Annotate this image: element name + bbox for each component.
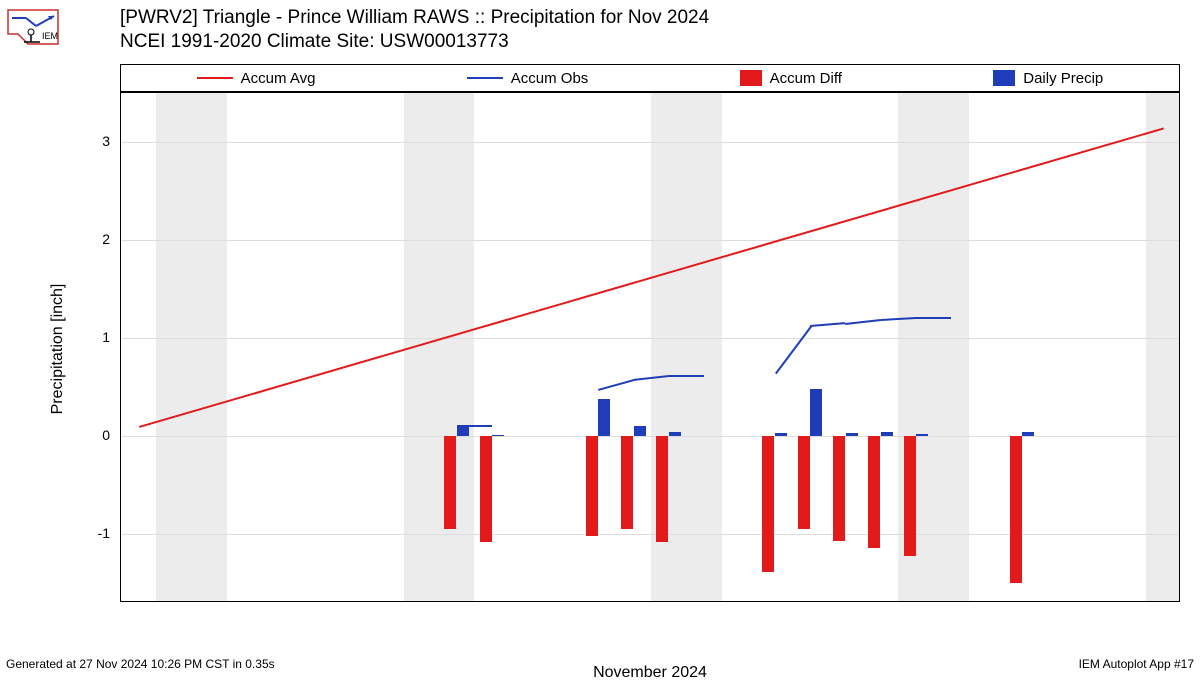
bar (775, 433, 787, 436)
y-axis-label: Precipitation [inch] (49, 284, 67, 415)
legend-swatch (740, 70, 762, 86)
legend-item: Accum Obs (467, 70, 589, 87)
gridline (121, 142, 1179, 143)
legend-swatch (993, 70, 1015, 86)
ytick-mark (120, 142, 121, 143)
xtick-mark (351, 601, 352, 602)
xtick-mark (245, 601, 246, 602)
legend: Accum Avg Accum Obs Accum Diff Daily Precip (120, 64, 1180, 92)
ytick-mark (120, 436, 121, 437)
xtick-mark (951, 601, 952, 602)
bar (444, 436, 456, 529)
bar (634, 426, 646, 436)
bar (916, 434, 928, 436)
legend-swatch (197, 77, 233, 79)
ytick-mark (120, 534, 121, 535)
legend-label: Accum Diff (770, 70, 842, 87)
gridline (121, 338, 1179, 339)
xtick-mark (739, 601, 740, 602)
bar (1010, 436, 1022, 583)
legend-label: Accum Obs (511, 70, 589, 87)
bar (586, 436, 598, 536)
x-axis-label: November 2024 (593, 664, 707, 682)
gridline (121, 240, 1179, 241)
bar (868, 436, 880, 548)
xtick-mark (139, 601, 140, 602)
line-segment (669, 375, 704, 377)
xtick-mark (1093, 601, 1094, 602)
ytick-label: 0 (70, 427, 110, 443)
xtick-mark (669, 601, 670, 602)
xtick-mark (633, 601, 634, 602)
line-segment (598, 379, 634, 391)
bar (762, 436, 774, 571)
bar (798, 436, 810, 529)
ytick-label: -1 (70, 525, 110, 541)
xtick-mark (386, 601, 387, 602)
xtick-mark (916, 601, 917, 602)
xtick-mark (775, 601, 776, 602)
ytick-mark (120, 338, 121, 339)
xtick-mark (563, 601, 564, 602)
bar (810, 389, 822, 436)
xtick-mark (1128, 601, 1129, 602)
legend-swatch (467, 77, 503, 79)
bar (904, 436, 916, 556)
footer-app: IEM Autoplot App #17 (1079, 657, 1194, 671)
bar (598, 399, 610, 436)
ytick-label: 1 (70, 329, 110, 345)
title-line1: [PWRV2] Triangle - Prince William RAWS :… (120, 6, 709, 30)
svg-text:IEM: IEM (42, 31, 58, 41)
legend-label: Daily Precip (1023, 70, 1103, 87)
bar (656, 436, 668, 542)
xtick-mark (527, 601, 528, 602)
ytick-mark (120, 240, 121, 241)
xtick-mark (704, 601, 705, 602)
ytick-label: 2 (70, 231, 110, 247)
bar (881, 432, 893, 436)
legend-item: Daily Precip (993, 70, 1103, 87)
legend-item: Accum Avg (197, 70, 316, 87)
xtick-mark (987, 601, 988, 602)
footer-generated: Generated at 27 Nov 2024 10:26 PM CST in… (6, 657, 275, 671)
xtick-mark (280, 601, 281, 602)
plot-area: 1234567891011121314151617181920212223242… (120, 92, 1180, 602)
title-line2: NCEI 1991-2020 Climate Site: USW00013773 (120, 30, 709, 54)
bar (833, 436, 845, 541)
xtick-mark (881, 601, 882, 602)
xtick-mark (457, 601, 458, 602)
chart-container: Accum Avg Accum Obs Accum Diff Daily Precip… (120, 64, 1180, 634)
xtick-mark (209, 601, 210, 602)
xtick-mark (845, 601, 846, 602)
iem-logo: IEM (4, 4, 62, 48)
xtick-mark (315, 601, 316, 602)
ytick-label: 3 (70, 133, 110, 149)
xtick-mark (598, 601, 599, 602)
xtick-mark (1163, 601, 1164, 602)
bar (621, 436, 633, 529)
xtick-mark (810, 601, 811, 602)
xtick-mark (1022, 601, 1023, 602)
weekend-band (156, 93, 227, 601)
weekend-band (1146, 93, 1180, 601)
xtick-mark (1057, 601, 1058, 602)
bar (492, 435, 504, 436)
xtick-mark (174, 601, 175, 602)
line-segment (775, 325, 812, 373)
line-segment (457, 425, 492, 427)
bar (480, 436, 492, 542)
bar (1022, 432, 1034, 436)
bar (846, 433, 858, 436)
line-segment (810, 322, 845, 327)
xtick-mark (492, 601, 493, 602)
line-segment (845, 319, 881, 325)
chart-title: [PWRV2] Triangle - Prince William RAWS :… (120, 6, 709, 54)
legend-item: Accum Diff (740, 70, 842, 87)
line-segment (916, 317, 951, 319)
legend-label: Accum Avg (241, 70, 316, 87)
xtick-mark (421, 601, 422, 602)
bar (669, 432, 681, 436)
